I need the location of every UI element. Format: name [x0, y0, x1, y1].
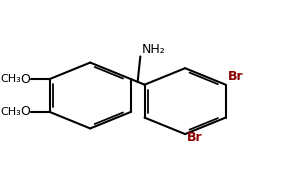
Text: O: O	[20, 73, 30, 86]
Text: O: O	[20, 105, 30, 118]
Text: CH₃: CH₃	[1, 107, 21, 117]
Text: NH₂: NH₂	[142, 43, 165, 56]
Text: Br: Br	[228, 70, 243, 83]
Text: CH₃: CH₃	[1, 74, 21, 84]
Text: Br: Br	[187, 131, 203, 144]
